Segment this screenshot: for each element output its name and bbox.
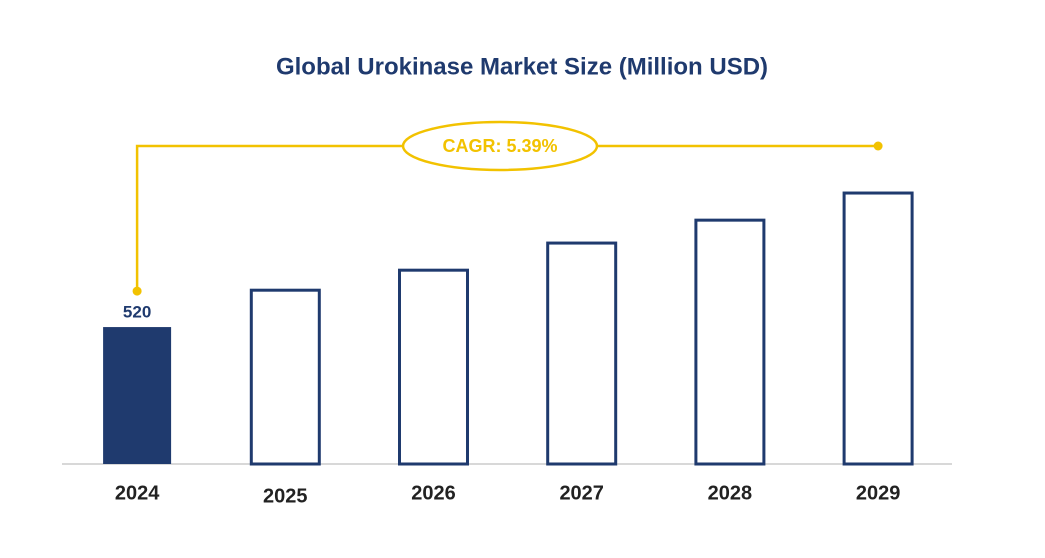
bar — [546, 241, 618, 466]
cagr-label: CAGR: 5.39% — [442, 136, 557, 156]
x-tick-label: 2024 — [115, 482, 160, 504]
bar — [398, 268, 469, 466]
chart-title: Global Urokinase Market Size (Million US… — [276, 53, 768, 80]
x-tick-label: 2026 — [411, 482, 456, 504]
bar — [694, 218, 766, 466]
bar — [103, 327, 172, 464]
x-tick-label: 2029 — [856, 482, 901, 504]
x-tick-label: 2028 — [708, 482, 753, 504]
bar — [842, 191, 914, 466]
cagr-dot — [873, 141, 883, 151]
cagr-badge — [401, 120, 599, 172]
x-tick-label: 2025 — [263, 485, 308, 507]
cagr-dot — [132, 286, 142, 296]
data-label: 520 — [123, 303, 151, 322]
cagr-line — [135, 144, 879, 292]
x-tick-label: 2027 — [559, 482, 604, 504]
bar — [249, 288, 321, 466]
